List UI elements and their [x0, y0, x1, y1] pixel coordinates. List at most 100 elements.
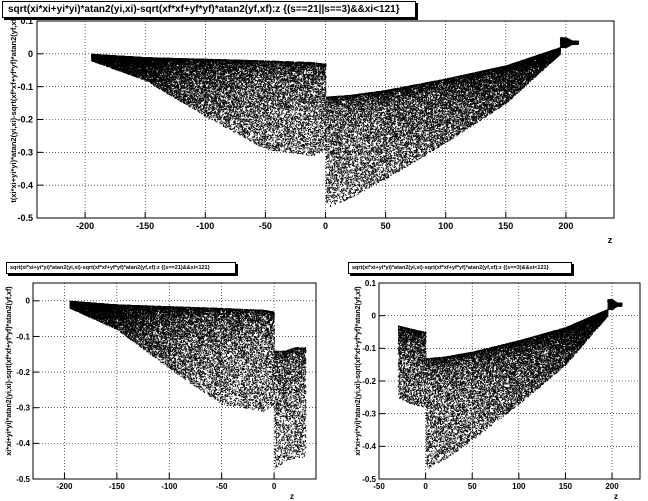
x-tick-label: -50 — [259, 221, 272, 231]
top-plot[interactable]: -200 -150 -100 -50 0 50 100 150 200-0.5-0.4-0.3-… — [0, 0, 648, 262]
scatter-point — [191, 93, 192, 94]
scatter-point — [187, 91, 188, 92]
scatter-point — [234, 123, 235, 124]
scatter-point — [288, 90, 289, 91]
scatter-point — [281, 125, 282, 126]
scatter-point — [295, 145, 296, 146]
scatter-point — [174, 73, 175, 74]
scatter-point — [296, 144, 297, 145]
scatter-point — [244, 72, 245, 73]
scatter-point — [282, 142, 283, 143]
scatter-point — [254, 125, 255, 126]
scatter-point — [313, 153, 314, 154]
scatter-point — [325, 88, 326, 89]
scatter-point — [276, 126, 277, 127]
scatter-point — [322, 131, 323, 132]
scatter-point — [302, 77, 303, 78]
scatter-point — [185, 70, 186, 71]
scatter-point — [248, 136, 249, 137]
scatter-point — [278, 97, 279, 98]
scatter-point — [231, 105, 232, 106]
scatter-point — [220, 98, 221, 99]
scatter-point — [304, 136, 305, 137]
scatter-point — [249, 84, 250, 85]
scatter-point — [185, 98, 186, 99]
scatter-point — [263, 129, 264, 130]
scatter-point — [309, 123, 310, 124]
scatter-point — [321, 145, 322, 146]
scatter-point — [311, 110, 312, 111]
scatter-point — [240, 105, 241, 106]
scatter-point — [299, 125, 300, 126]
scatter-point — [312, 128, 313, 129]
scatter-point — [288, 116, 289, 117]
scatter-point — [316, 106, 317, 107]
scatter-point — [289, 75, 290, 76]
scatter-point — [293, 147, 294, 148]
scatter-point — [317, 87, 318, 88]
scatter-point — [218, 116, 219, 117]
scatter-point — [225, 97, 226, 98]
scatter-point — [297, 79, 298, 80]
scatter-point — [188, 95, 189, 96]
scatter-point — [297, 100, 298, 101]
scatter-point — [253, 140, 254, 141]
scatter-point — [281, 150, 282, 151]
scatter-point — [273, 132, 274, 133]
scatter-point — [234, 120, 235, 121]
scatter-point — [288, 114, 289, 115]
scatter-point — [201, 104, 202, 105]
scatter-point — [251, 128, 252, 129]
scatter-point — [298, 125, 299, 126]
y-tick-label: -0.1 — [17, 82, 33, 92]
x-tick-label: -200 — [76, 221, 94, 231]
scatter-point — [296, 112, 297, 113]
scatter-point — [313, 99, 314, 100]
y-tick-label: -0.4 — [17, 180, 33, 190]
scatter-point — [317, 72, 318, 73]
scatter-point — [208, 74, 209, 75]
scatter-point — [259, 107, 260, 108]
scatter-point — [282, 81, 283, 82]
scatter-point — [203, 78, 204, 79]
scatter-point — [296, 99, 297, 100]
scatter-point — [302, 116, 303, 117]
scatter-point — [268, 149, 269, 150]
scatter-point — [312, 110, 313, 111]
scatter-point — [227, 109, 228, 110]
scatter-point — [200, 109, 201, 110]
scatter-point — [320, 131, 321, 132]
scatter-point — [227, 81, 228, 82]
scatter-point — [248, 71, 249, 72]
scatter-point — [242, 91, 243, 92]
scatter-point — [290, 130, 291, 131]
scatter-point — [310, 153, 311, 154]
scatter-point — [247, 71, 248, 72]
top-canvas[interactable]: -200 -150 -100 -50 0 50 100 150 200 -0.5 -0.4 -0.3-… — [0, 0, 648, 262]
scatter-point — [319, 151, 320, 152]
scatter-point — [258, 105, 259, 106]
scatter-point — [295, 108, 296, 109]
scatter-point — [180, 80, 181, 81]
scatter-point — [293, 135, 294, 136]
scatter-point — [244, 115, 245, 116]
scatter-point — [251, 138, 252, 139]
scatter-point — [170, 80, 171, 81]
scatter-point — [186, 70, 187, 71]
scatter-point — [201, 108, 202, 109]
scatter-point — [242, 108, 243, 109]
scatter-point — [268, 120, 269, 121]
scatter-point — [304, 137, 305, 138]
scatter-point — [250, 131, 251, 132]
scatter-point — [234, 124, 235, 125]
scatter-point — [191, 99, 192, 100]
scatter-point — [304, 109, 305, 110]
scatter-point — [207, 105, 208, 106]
scatter-point — [267, 97, 268, 98]
scatter-point — [177, 78, 178, 79]
scatter-point — [323, 136, 324, 137]
scatter-point — [320, 143, 321, 144]
scatter-point — [317, 150, 318, 151]
scatter-point — [261, 87, 262, 88]
x-tick-label: 150 — [498, 221, 513, 231]
